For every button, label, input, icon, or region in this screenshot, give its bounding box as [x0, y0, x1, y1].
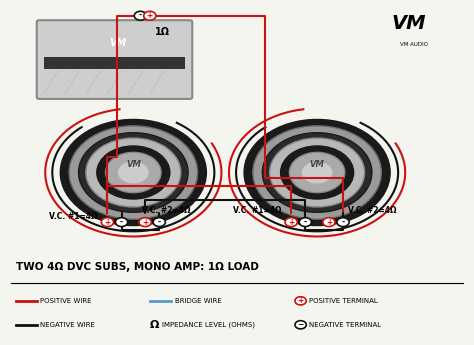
- Circle shape: [244, 119, 390, 226]
- Circle shape: [144, 11, 156, 20]
- Text: -: -: [120, 218, 123, 227]
- Text: V.C. #2=4Ω: V.C. #2=4Ω: [348, 206, 396, 215]
- Text: 1Ω: 1Ω: [155, 27, 170, 37]
- FancyBboxPatch shape: [36, 20, 192, 99]
- Text: TWO 4Ω DVC SUBS, MONO AMP: 1Ω LOAD: TWO 4Ω DVC SUBS, MONO AMP: 1Ω LOAD: [16, 262, 258, 272]
- Circle shape: [106, 152, 161, 193]
- Circle shape: [116, 218, 128, 227]
- Circle shape: [323, 218, 335, 227]
- Circle shape: [117, 161, 149, 184]
- Circle shape: [79, 133, 188, 212]
- Circle shape: [270, 138, 365, 207]
- Circle shape: [139, 218, 151, 227]
- Circle shape: [134, 11, 146, 20]
- Text: IMPEDANCE LEVEL (OHMS): IMPEDANCE LEVEL (OHMS): [162, 322, 255, 328]
- Text: NEGATIVE WIRE: NEGATIVE WIRE: [40, 322, 95, 328]
- Text: -: -: [158, 218, 161, 227]
- Circle shape: [97, 146, 170, 199]
- Text: VM: VM: [392, 14, 426, 33]
- Circle shape: [253, 126, 382, 219]
- Text: NEGATIVE TERMINAL: NEGATIVE TERMINAL: [309, 322, 381, 328]
- Text: +: +: [104, 218, 110, 227]
- Text: POSITIVE TERMINAL: POSITIVE TERMINAL: [309, 298, 377, 304]
- Text: VM AUDIO: VM AUDIO: [400, 42, 428, 47]
- Text: +: +: [298, 296, 304, 305]
- Text: -: -: [139, 11, 142, 20]
- Circle shape: [285, 218, 297, 227]
- Text: +: +: [142, 218, 148, 227]
- Circle shape: [101, 218, 114, 227]
- Text: POSITIVE WIRE: POSITIVE WIRE: [40, 298, 91, 304]
- Text: +: +: [288, 218, 294, 227]
- Circle shape: [299, 218, 311, 227]
- Circle shape: [281, 146, 354, 199]
- Circle shape: [295, 297, 306, 305]
- Circle shape: [289, 152, 345, 193]
- Text: -: -: [304, 218, 307, 227]
- Text: VM: VM: [310, 160, 325, 169]
- Circle shape: [262, 133, 372, 212]
- Text: VM: VM: [126, 160, 141, 169]
- Text: VM: VM: [109, 38, 126, 48]
- Circle shape: [86, 138, 181, 207]
- Text: -: -: [341, 218, 345, 227]
- Text: Ω: Ω: [150, 320, 159, 330]
- Circle shape: [295, 321, 306, 329]
- Circle shape: [153, 218, 165, 227]
- Circle shape: [60, 119, 206, 226]
- Text: V.C. #2=4Ω: V.C. #2=4Ω: [142, 206, 191, 215]
- Circle shape: [337, 218, 349, 227]
- Text: +: +: [326, 218, 332, 227]
- FancyBboxPatch shape: [44, 57, 185, 69]
- Circle shape: [69, 126, 198, 219]
- Text: BRIDGE WIRE: BRIDGE WIRE: [175, 298, 221, 304]
- Text: V.C. #1=4Ω: V.C. #1=4Ω: [49, 213, 98, 221]
- Circle shape: [301, 161, 333, 184]
- Text: +: +: [146, 11, 153, 20]
- Text: −: −: [297, 320, 304, 329]
- Text: V.C. #1=4Ω: V.C. #1=4Ω: [233, 206, 282, 215]
